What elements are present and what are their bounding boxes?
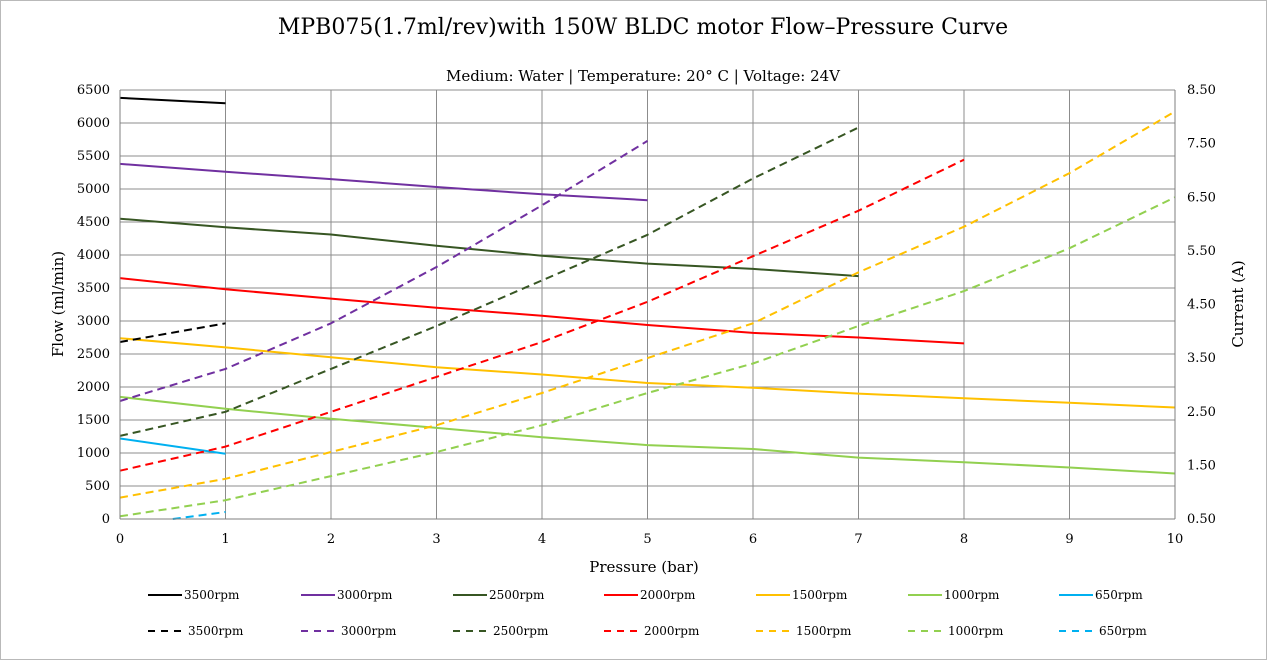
y-tick-label: 5000: [77, 182, 110, 197]
y-tick-label: 2000: [77, 380, 110, 395]
y-tick-label: 500: [85, 479, 110, 494]
legend-label: 2000rpm: [644, 624, 700, 638]
series-line-1500rpm-flow: [119, 337, 1176, 409]
y-tick-label: 4500: [77, 215, 110, 230]
axes: 0 500 1000 1500 2000 2500 3000 3500 4000 4500 5000…: [77, 83, 1216, 547]
legend-label: 2500rpm: [493, 624, 549, 638]
x-tick-label: 8: [960, 532, 968, 547]
legend-label: 1500rpm: [792, 588, 848, 602]
y-tick-label: 1000: [77, 446, 110, 461]
y-tick-label: 0: [102, 512, 110, 527]
x-tick-label: 1: [221, 532, 229, 547]
y-tick-label: 3500: [77, 281, 110, 296]
x-tick-label: 2: [327, 532, 335, 547]
y2-tick-label: 3.50: [1187, 351, 1216, 366]
x-tick-label: 7: [854, 532, 862, 547]
y2-tick-label: 7.50: [1187, 137, 1216, 152]
series-line-2000rpm-current: [119, 158, 965, 472]
legend-label: 1000rpm: [948, 624, 1004, 638]
series-line-3000rpm-current: [119, 140, 649, 402]
series-line-3500rpm-current: [119, 322, 226, 343]
x-tick-label: 6: [749, 532, 757, 547]
y2-tick-label: 0.50: [1187, 512, 1216, 527]
y2-axis-label: Current (A): [1229, 260, 1247, 347]
y-tick-label: 6500: [77, 83, 110, 98]
y-tick-label: 3000: [77, 314, 110, 329]
x-tick-label: 5: [643, 532, 651, 547]
x-tick-label: 10: [1167, 532, 1184, 547]
legend-label: 3500rpm: [184, 588, 240, 602]
grid: [119, 89, 1176, 520]
legend-label: 2000rpm: [640, 588, 696, 602]
legend-label: 1500rpm: [796, 624, 852, 638]
legend: 3500rpm 3000rpm 2500rpm 2000rpm 1500rpm 1000r…: [148, 588, 1147, 638]
series-line-1500rpm-current: [119, 110, 1176, 499]
y-tick-label: 6000: [77, 116, 110, 131]
y2-tick-label: 6.50: [1187, 190, 1216, 205]
y-tick-label: 4000: [77, 248, 110, 263]
y-axis-label: Flow (ml/min): [49, 251, 67, 357]
chart-title: MPB075(1.7ml/rev)with 150W BLDC motor Fl…: [278, 15, 1008, 40]
y-tick-label: 5500: [77, 149, 110, 164]
x-tick-label: 0: [116, 532, 124, 547]
legend-label: 3000rpm: [337, 588, 393, 602]
legend-label: 650rpm: [1095, 588, 1143, 602]
legend-label: 2500rpm: [489, 588, 545, 602]
series-line-2500rpm-current: [119, 126, 859, 437]
y-tick-label: 1500: [77, 413, 110, 428]
series-line-2000rpm-flow: [119, 277, 965, 345]
series-line-1000rpm-flow: [119, 395, 1176, 475]
y2-tick-label: 4.50: [1187, 298, 1216, 313]
series-line-650rpm-flow: [119, 437, 226, 455]
x-tick-label: 4: [538, 532, 546, 547]
series-line-3000rpm-flow: [119, 162, 648, 202]
y2-tick-label: 2.50: [1187, 405, 1216, 420]
series-lines: [119, 96, 1176, 520]
x-tick-label: 3: [432, 532, 440, 547]
x-tick-label: 9: [1065, 532, 1073, 547]
y2-tick-label: 5.50: [1187, 244, 1216, 259]
y-tick-label: 2500: [77, 347, 110, 362]
series-line-1000rpm-current: [119, 196, 1176, 518]
series-line-3500rpm-flow: [119, 96, 226, 105]
x-axis-label: Pressure (bar): [589, 558, 698, 576]
series-line-2500rpm-flow: [119, 217, 859, 278]
y2-tick-label: 8.50: [1187, 83, 1216, 98]
legend-label: 3000rpm: [341, 624, 397, 638]
y2-tick-label: 1.50: [1187, 458, 1216, 473]
legend-label: 3500rpm: [188, 624, 244, 638]
legend-label: 1000rpm: [944, 588, 1000, 602]
series-line-650rpm-current: [172, 511, 226, 520]
legend-label: 650rpm: [1099, 624, 1147, 638]
chart-subtitle: Medium: Water | Temperature: 20° C | Vol…: [446, 67, 841, 85]
